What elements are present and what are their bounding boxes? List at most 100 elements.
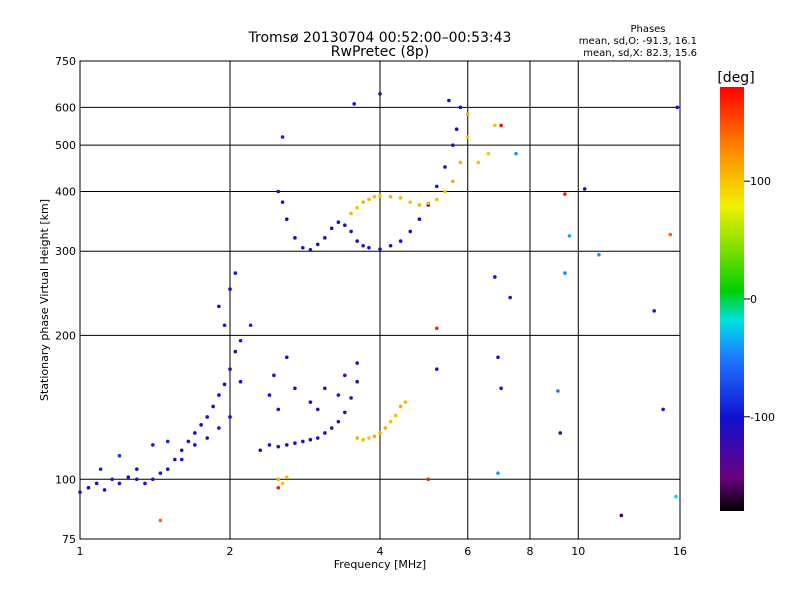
data-point [284,217,289,222]
y-axis-label: Stationary phase Virtual Height [km] [38,199,51,401]
data-point [426,477,431,482]
colorbar-tick-label: -100 [750,411,775,424]
data-point [454,127,459,131]
data-point [367,436,371,440]
data-point [486,151,491,156]
data-point [476,160,481,165]
x-tick-label: 2 [227,545,234,558]
chart-subtitle: RwPretec (8p) [331,44,429,60]
data-point [336,419,341,424]
data-point [217,393,221,397]
data-point [228,415,232,419]
data-point [343,373,347,378]
phases-title: Phases [630,24,665,35]
data-point [126,475,131,480]
data-point [367,197,371,202]
data-point [447,98,451,103]
data-point [233,349,238,354]
data-point [355,205,359,210]
data-point [361,243,365,248]
y-tick-label: 300 [55,245,76,258]
data-point [563,192,567,196]
data-point [434,184,439,189]
data-point [493,123,497,128]
phases-line-x: mean, sd,X: 82.3, 15.6 [583,48,697,59]
data-point [367,245,371,250]
data-point [378,247,382,251]
data-point [258,448,263,453]
data-point [193,431,197,435]
data-point [293,236,297,240]
data-point [465,112,470,117]
data-point [675,105,680,110]
data-points [78,92,680,523]
data-point [267,443,272,447]
y-tick-label: 100 [55,473,76,486]
data-point [499,123,503,128]
data-point [458,105,463,110]
data-point [315,407,320,412]
data-point [238,379,243,384]
grid-lines [79,60,681,540]
data-point [276,444,281,449]
data-point [228,287,232,291]
colorbar-tick-label: 100 [750,175,771,188]
x-axis-label: Frequency [MHz] [334,558,426,571]
data-point [508,295,512,300]
y-tick-label: 75 [62,533,76,546]
y-tick-label: 200 [55,329,76,342]
data-point [408,200,413,204]
data-point [393,413,398,418]
x-tick-label: 6 [464,545,471,558]
data-point [276,407,281,412]
data-point [284,475,289,480]
x-tick-label: 10 [571,545,585,558]
data-point [388,243,393,248]
data-point [329,426,334,430]
phases-line-o: mean, sd,O: -91.3, 16.1 [579,36,697,47]
data-point [349,229,353,234]
colorbar [720,87,744,511]
data-point [336,220,341,225]
data-point [329,226,334,231]
data-point [668,232,673,237]
data-point [233,271,238,275]
data-point [267,393,272,397]
data-point [315,436,320,440]
data-point [151,477,155,482]
data-point [222,382,227,387]
data-point [403,400,408,404]
data-point [582,187,587,191]
data-point [272,373,276,378]
data-point [352,102,356,106]
data-point [388,419,393,424]
data-point [323,431,327,435]
data-point [355,361,359,365]
y-tick-label: 750 [55,55,76,68]
x-tick-labels: 1 2 4 6 8 10 16 [77,545,688,558]
y-tick-label: 600 [55,101,76,114]
data-point [661,407,665,412]
data-point [110,477,114,482]
data-point [458,160,463,165]
data-point [558,431,563,435]
colorbar-ticks: 100 0 -100 [744,175,775,424]
data-point [284,355,289,360]
data-point [276,189,281,194]
data-point [205,436,209,440]
data-point [193,443,197,447]
data-point [378,193,382,198]
data-point [361,200,365,204]
colorbar-label: [deg] [717,70,754,86]
data-point [355,436,359,440]
data-point [199,423,203,427]
data-point [78,490,82,494]
data-point [86,485,91,490]
data-point [217,426,221,430]
data-point [398,196,403,200]
data-point [293,386,297,391]
data-point [493,275,497,279]
data-point [398,404,403,409]
x-tick-label: 8 [527,545,534,558]
data-point [434,367,439,371]
